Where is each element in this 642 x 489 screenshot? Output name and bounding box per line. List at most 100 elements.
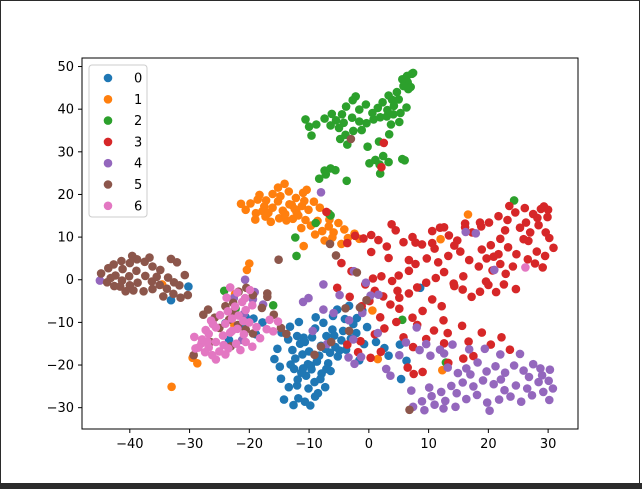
series-5-point (148, 284, 157, 294)
series-4-point (424, 383, 434, 392)
series-1-point (310, 230, 320, 239)
series-3-point (427, 226, 437, 236)
series-1-point (266, 217, 276, 227)
series-1-point (334, 218, 343, 228)
series-0-point (319, 318, 328, 328)
series-3-point (395, 293, 404, 303)
series-2-point (375, 113, 385, 122)
series-0-point (337, 336, 346, 345)
series-3-point (450, 281, 459, 291)
series-5-point (263, 289, 272, 298)
series-2-point (314, 174, 324, 183)
series-4-point (545, 395, 554, 405)
series-2-point (400, 156, 410, 165)
series-3-point (534, 220, 543, 230)
series-3-point (477, 245, 487, 254)
series-3-point (345, 292, 355, 302)
series-6-point (239, 330, 249, 339)
series-2-point (363, 142, 372, 151)
series-0-point (289, 400, 298, 410)
series-4-point (453, 368, 463, 378)
series-1-point (301, 215, 310, 225)
series-3-point (469, 351, 478, 361)
series-3-point (533, 213, 542, 223)
series-3-point (379, 138, 389, 148)
series-4-point (472, 390, 482, 400)
series-0-point (311, 313, 321, 322)
window-bottom-bar (0, 483, 642, 489)
series-3-point (350, 231, 360, 241)
series-5-point (109, 260, 118, 269)
series-3-point (439, 267, 449, 277)
series-4-point (516, 397, 526, 407)
series-3-point (525, 228, 535, 237)
series-6-point (231, 339, 241, 349)
series-3-point (543, 205, 553, 215)
series-1-point (309, 197, 319, 206)
series-1-point (463, 210, 473, 219)
series-6-point (191, 344, 200, 353)
series-2-point (327, 109, 337, 119)
series-4-point (478, 376, 488, 385)
series-2-point (331, 165, 340, 175)
series-4-point (430, 400, 439, 410)
series-4-point (329, 308, 338, 318)
series-4-point (95, 276, 105, 285)
series-3-point (386, 300, 395, 309)
series-4-point (489, 379, 499, 389)
series-3-point (444, 231, 454, 240)
series-0-point (276, 374, 286, 384)
series-5-point (96, 269, 106, 278)
series-4-point (356, 352, 366, 362)
series-5-point (189, 350, 198, 360)
series-4-point (420, 405, 429, 415)
series-3-point (520, 203, 530, 213)
series-3-point (337, 258, 346, 268)
series-2-point (375, 169, 385, 178)
series-1-point (304, 205, 313, 215)
series-4-point (373, 328, 383, 338)
series-6-point (248, 342, 257, 352)
series-4-point (439, 404, 448, 413)
series-5-point (133, 278, 142, 288)
series-3-point (387, 220, 396, 229)
series-3-point (482, 254, 491, 263)
series-6-point (211, 337, 221, 347)
series-2-point (408, 68, 418, 78)
series-3-point (444, 251, 453, 261)
series-6-point (227, 314, 237, 323)
legend-marker-4 (103, 158, 113, 168)
series-2-point (341, 102, 351, 111)
x-tick-label: −30 (176, 437, 203, 452)
series-4-point (381, 364, 391, 374)
series-2-point (369, 115, 378, 124)
series-4-point (443, 363, 453, 372)
legend-marker-2 (103, 116, 113, 125)
series-4-point (528, 359, 538, 369)
series-3-point (393, 286, 402, 296)
series-2-point (351, 92, 361, 101)
series-0-point (284, 382, 294, 392)
x-axis: −40 −30 −20 −10 0 10 20 30 (116, 429, 556, 452)
series-6-point (230, 302, 240, 311)
y-tick-label: 40 (57, 103, 74, 118)
series-4-point (548, 384, 558, 393)
series-6-point (245, 285, 255, 295)
series-3-point (377, 272, 386, 281)
series-4-point (308, 326, 318, 336)
series-6-point (211, 355, 221, 364)
series-1-point (241, 205, 250, 215)
series-3-point (508, 262, 518, 271)
series-0-point (335, 346, 344, 355)
series-2-point (396, 108, 405, 118)
series-3-point (374, 235, 383, 245)
series-0-point (279, 395, 289, 404)
series-0-point (273, 344, 282, 354)
y-axis: −30 −20 −10 0 10 20 30 40 50 (47, 60, 82, 416)
series-3-point (486, 240, 496, 250)
series-2-point (378, 151, 388, 161)
series-3-point (376, 347, 386, 357)
series-2-point (378, 98, 387, 107)
series-3-point (543, 212, 552, 222)
series-0-point (298, 350, 307, 359)
